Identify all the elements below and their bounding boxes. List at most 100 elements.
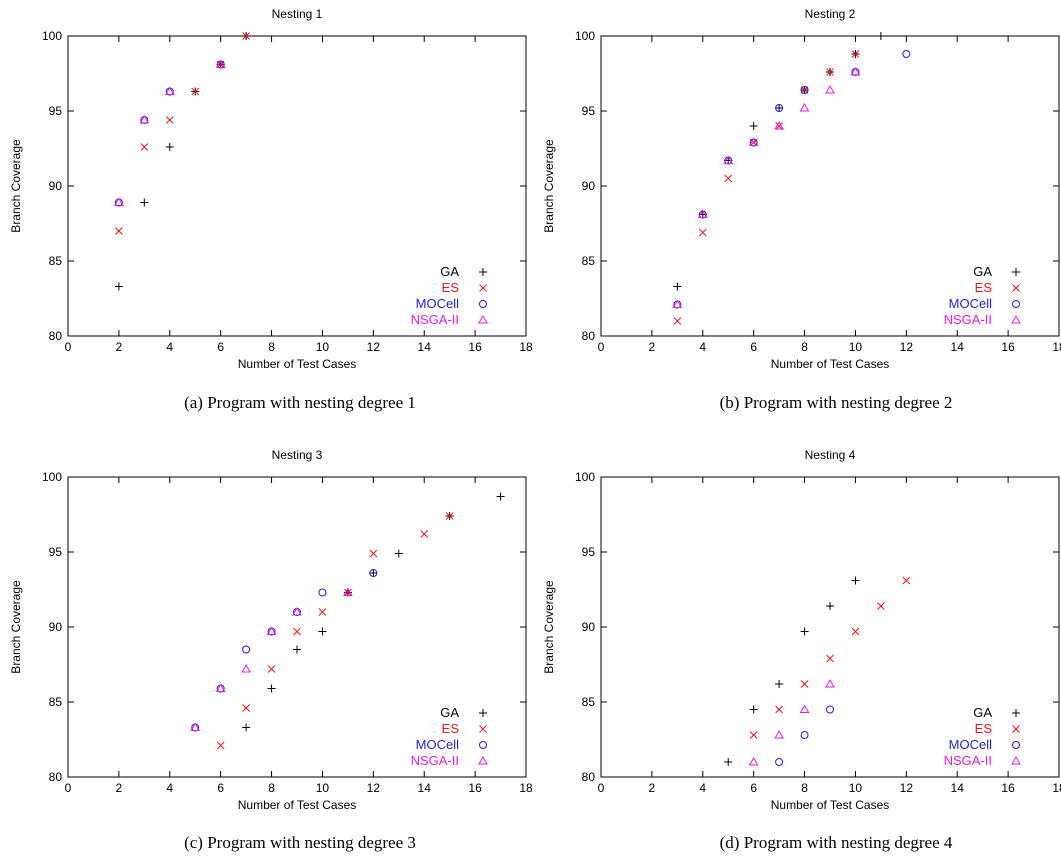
data-point-ga [242, 723, 251, 732]
data-point-nsga-ii [799, 704, 810, 713]
legend-marker-ga [1012, 268, 1020, 276]
data-point-nsga-ii [723, 155, 734, 164]
data-point-nsga-ii [215, 683, 226, 692]
y-axis-label: Branch Coverage [9, 139, 23, 233]
legend-label-es: ES [975, 280, 993, 295]
data-point-ga [496, 492, 505, 501]
legend-label-ga: GA [973, 705, 992, 720]
chart-title: Nesting 3 [272, 448, 323, 462]
legend-label-ga: GA [440, 264, 459, 279]
x-tick-label: 10 [316, 781, 330, 795]
data-point-ga [876, 32, 885, 40]
x-tick-label: 8 [801, 340, 808, 354]
y-tick-label: 80 [49, 770, 63, 784]
legend-label-ga: GA [440, 705, 459, 720]
x-tick-label: 10 [849, 340, 863, 354]
caption-a: (a) Program with nesting degree 1 [184, 393, 416, 412]
data-point-ga [800, 627, 809, 636]
data-point-ga [318, 627, 327, 636]
y-tick-label: 80 [582, 329, 596, 343]
data-point-ga [394, 549, 403, 558]
data-point-nsga-ii [139, 114, 150, 124]
data-point-es [267, 665, 276, 673]
x-tick-label: 16 [1001, 340, 1015, 354]
data-point-nsga-ii [114, 197, 124, 206]
y-tick-label: 90 [49, 620, 63, 634]
chart-panel-1: Nesting 1 0 2 4 6 8 10 12 14 16 18 80 85 90 95 100 Numbe… [9, 7, 533, 371]
data-point-es [242, 32, 250, 40]
data-point-es [115, 227, 123, 235]
y-tick-label: 100 [575, 29, 595, 43]
x-tick-label: 16 [468, 340, 482, 354]
data-point-ga [826, 602, 834, 610]
x-tick-label: 2 [649, 340, 656, 354]
x-tick-label: 14 [418, 781, 432, 795]
caption-c: (c) Program with nesting degree 3 [184, 833, 416, 852]
data-point-es [749, 731, 758, 739]
data-point-ga [165, 143, 174, 151]
x-tick-label: 10 [316, 340, 330, 354]
data-point-es [216, 741, 225, 750]
x-tick-label: 4 [699, 781, 706, 795]
data-point-nsga-ii [850, 66, 861, 76]
data-point-mocell [369, 569, 378, 577]
legend-marker-nsga-ii [478, 755, 488, 765]
data-point-ga [851, 576, 860, 585]
legend-marker-ga [479, 268, 487, 276]
legend-label-es: ES [442, 721, 460, 736]
y-tick-label: 80 [49, 329, 63, 343]
x-tick-label: 18 [1052, 340, 1061, 354]
chart-title: Nesting 1 [272, 7, 323, 21]
data-point-ga [114, 282, 123, 291]
x-tick-label: 18 [1052, 781, 1061, 795]
x-tick-label: 12 [367, 781, 381, 795]
legend-marker-mocell [479, 300, 487, 308]
legend-label-es: ES [975, 721, 993, 736]
y-axis-label: Branch Coverage [542, 580, 556, 674]
legend-label-nsga-ii: NSGA-II [944, 753, 992, 768]
y-tick-label: 100 [575, 470, 595, 484]
x-tick-label: 14 [951, 781, 965, 795]
data-point-es [369, 549, 378, 558]
data-point-ga [749, 705, 758, 714]
data-point-nsga-ii [343, 587, 353, 596]
legend-label-nsga-ii: NSGA-II [411, 753, 459, 768]
data-point-nsga-ii [825, 678, 835, 688]
data-point-es [826, 68, 834, 76]
data-point-mocell [826, 705, 834, 714]
x-tick-label: 4 [699, 340, 706, 354]
x-tick-label: 2 [649, 781, 656, 795]
data-point-mocell [800, 86, 809, 94]
data-point-ga [267, 684, 276, 693]
x-tick-label: 18 [519, 340, 533, 354]
y-tick-label: 90 [582, 179, 596, 193]
data-point-mocell [318, 588, 327, 597]
data-point-ga [673, 282, 682, 291]
x-tick-label: 6 [750, 340, 757, 354]
x-tick-label: 12 [900, 781, 914, 795]
legend-marker-nsga-ii [1011, 755, 1021, 765]
legend-label-mocell: MOCell [949, 296, 992, 311]
data-point-ga [369, 569, 378, 577]
data-point-nsga-ii [672, 299, 683, 308]
data-point-es [724, 174, 733, 183]
y-tick-label: 100 [42, 470, 62, 484]
y-tick-label: 85 [49, 254, 63, 268]
y-tick-label: 85 [49, 695, 63, 709]
x-tick-label: 8 [268, 781, 275, 795]
x-tick-label: 16 [468, 781, 482, 795]
legend-label-mocell: MOCell [949, 737, 992, 752]
legend-marker-es [479, 284, 487, 292]
data-point-es [826, 654, 834, 663]
x-tick-label: 6 [217, 781, 224, 795]
data-point-es [902, 576, 911, 585]
legend-marker-mocell [1012, 741, 1020, 749]
x-tick-label: 4 [166, 781, 173, 795]
data-point-es [800, 680, 809, 688]
legend-label-ga: GA [973, 264, 992, 279]
data-point-ga [775, 680, 784, 688]
data-point-mocell [242, 645, 251, 654]
data-point-nsga-ii [748, 137, 759, 146]
x-tick-label: 0 [65, 781, 72, 795]
